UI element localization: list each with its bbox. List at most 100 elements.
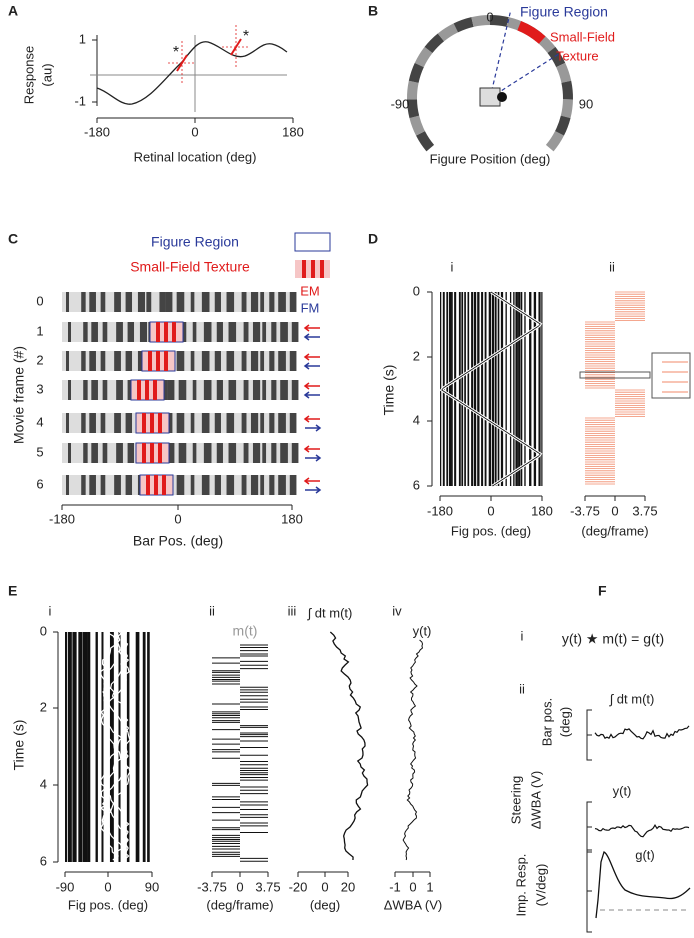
tick-label: 6 [40,853,47,868]
rect [164,351,168,371]
bar [250,475,259,495]
bar [250,351,259,371]
arena-segment [416,131,435,152]
tick-label: 180 [281,511,303,526]
rect [101,632,104,862]
tick-label: -90 [56,879,75,894]
axis-label: Fig pos. (deg) [451,523,531,538]
arrow [303,333,320,341]
arena-segment [560,99,573,119]
bar [250,413,259,433]
bar [226,292,235,312]
rect [458,292,461,486]
subpanel-label: ii [519,681,525,696]
axis-label: (deg) [557,707,572,737]
frame-label: 3 [36,381,43,396]
rect [135,632,140,862]
fly-eye [497,92,507,102]
bar [81,413,86,433]
arrow [303,477,320,485]
bar [216,322,223,342]
bar [114,413,121,433]
bar [291,322,299,342]
arrow [303,415,320,423]
line [489,12,511,99]
rect [109,632,114,862]
bar [102,380,108,400]
bar [167,443,175,463]
tick-label: 0 [611,503,618,518]
rect [494,292,497,486]
rect [118,632,121,862]
rect [467,292,470,486]
bar [203,322,212,342]
bar [214,475,221,495]
bar [262,322,267,342]
frame-label: 1 [36,323,43,338]
rect [172,322,176,342]
rect [538,292,541,486]
bar [243,322,249,342]
arena-segment [545,131,564,152]
axis-label: Bar Pos. (deg) [133,533,223,549]
tick-label: -180 [84,124,110,139]
tick-label: -3.75 [570,503,600,518]
bar [178,380,187,400]
tick-label: 90 [145,879,159,894]
tick-label: 90 [579,96,593,111]
axis-label: (V/deg) [533,864,548,907]
bar [260,292,265,312]
arena-segment [409,115,426,136]
panel-label: F [598,583,607,599]
tick-label: 1 [79,31,86,46]
bar [192,380,197,400]
bar [139,322,148,342]
rect [145,380,149,400]
subpanel-title: y(t) [413,623,432,638]
axis-bracket [586,801,592,853]
bar [66,292,70,312]
bar [66,413,70,433]
axis-bracket [586,709,592,761]
rect [72,632,77,862]
arena-segment [407,80,419,100]
rect [484,292,487,486]
bar [176,292,185,312]
bar [190,292,195,312]
bar [66,475,70,495]
tick-label: 0 [486,9,493,24]
rect [78,632,83,862]
bar [241,413,247,433]
rect [477,292,480,486]
axis-label: (au) [39,63,54,86]
rect [146,475,150,495]
rect [509,292,512,486]
rect [158,443,162,463]
axis-label: Bar pos. [539,698,554,746]
trace [96,41,288,105]
rect [82,632,88,862]
bar [260,475,265,495]
axis-label: (deg/frame) [206,897,273,912]
bar [289,292,297,312]
tick-label: 4 [413,412,420,427]
arrow [303,391,320,399]
bar [201,475,210,495]
tick-label: -180 [49,511,75,526]
tick-label: 4 [40,776,47,791]
bar [125,413,133,433]
bar [289,413,297,433]
trace [329,631,369,861]
axis-label: (deg/frame) [581,523,648,538]
bar [91,443,98,463]
bar [278,351,286,371]
inset [651,352,691,399]
bar [125,475,133,495]
bar [226,413,235,433]
axis-label: Response [21,46,36,105]
rect [158,413,162,433]
rect [150,443,154,463]
bar [100,292,106,312]
tick-label: -90 [391,96,410,111]
tick-label: 0 [104,879,111,894]
